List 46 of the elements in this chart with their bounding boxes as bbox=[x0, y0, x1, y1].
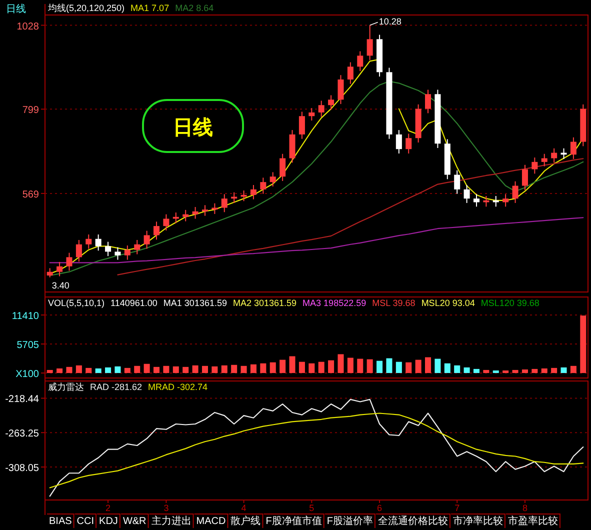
annotation: 3.40 bbox=[52, 280, 70, 290]
annotation: MA2 301361.59 bbox=[232, 298, 297, 308]
y-tick-label: -218.44 bbox=[5, 394, 40, 406]
text: MRAD -302.74 bbox=[148, 382, 208, 392]
x-tick-label: 5 bbox=[309, 503, 314, 513]
text: 日线 bbox=[173, 117, 213, 139]
text: F股溢价率 bbox=[326, 515, 373, 527]
annotation: MSL 39.68 bbox=[372, 298, 416, 308]
text: 市盈率比较 bbox=[508, 515, 558, 527]
annotation: MA1 301361.59 bbox=[163, 298, 227, 308]
x-tick-label: 3 bbox=[164, 503, 169, 513]
chart-title: VOL(5,5,10,1) bbox=[48, 298, 105, 308]
x-tick-label: 4 bbox=[241, 503, 246, 513]
text: MA2 8.64 bbox=[175, 3, 214, 13]
chart-subtitle: 均线(5,20,120,250) bbox=[47, 3, 125, 13]
y-tick-label: -263.25 bbox=[5, 428, 40, 440]
annotation: 10.28 bbox=[378, 16, 402, 26]
y-tick-label: 11410 bbox=[12, 311, 40, 322]
x-tick-label: 8 bbox=[522, 503, 528, 513]
text: F股净值市值 bbox=[266, 515, 322, 527]
y-tick-label: X100 bbox=[16, 369, 40, 380]
y-tick-label: 569 bbox=[22, 189, 40, 200]
annotation: MSL120 39.68 bbox=[480, 298, 540, 308]
y-tick-label: 5705 bbox=[16, 340, 40, 352]
text: 日线 bbox=[6, 3, 26, 15]
text: 主力进出 bbox=[151, 515, 192, 527]
x-tick-label: 6 bbox=[377, 503, 382, 513]
chart-title: 威力雷达 bbox=[48, 382, 84, 392]
text: CCI bbox=[76, 516, 94, 527]
x-tick-label: 7 bbox=[454, 503, 460, 513]
x-tick-label: 2 bbox=[106, 503, 111, 513]
annotation: MSL20 93.04 bbox=[421, 298, 475, 308]
text: 散户线 bbox=[230, 515, 261, 527]
text: BIAS bbox=[49, 516, 72, 527]
text: MACD bbox=[196, 516, 226, 527]
annotation: MA3 198522.59 bbox=[302, 298, 366, 308]
y-tick-label: 799 bbox=[22, 105, 40, 116]
text: 全流通价格比较 bbox=[378, 515, 448, 527]
text: KDJ bbox=[99, 516, 118, 527]
text: RAD -281.62 bbox=[90, 382, 142, 392]
y-tick-label: -308.05 bbox=[5, 463, 40, 474]
y-tick-label: 1028 bbox=[16, 21, 40, 32]
text: W&R bbox=[122, 516, 146, 527]
annotation: 1140961.00 bbox=[110, 298, 158, 308]
text: MA1 7.07 bbox=[130, 3, 170, 13]
text: 市净率比较 bbox=[452, 515, 503, 527]
